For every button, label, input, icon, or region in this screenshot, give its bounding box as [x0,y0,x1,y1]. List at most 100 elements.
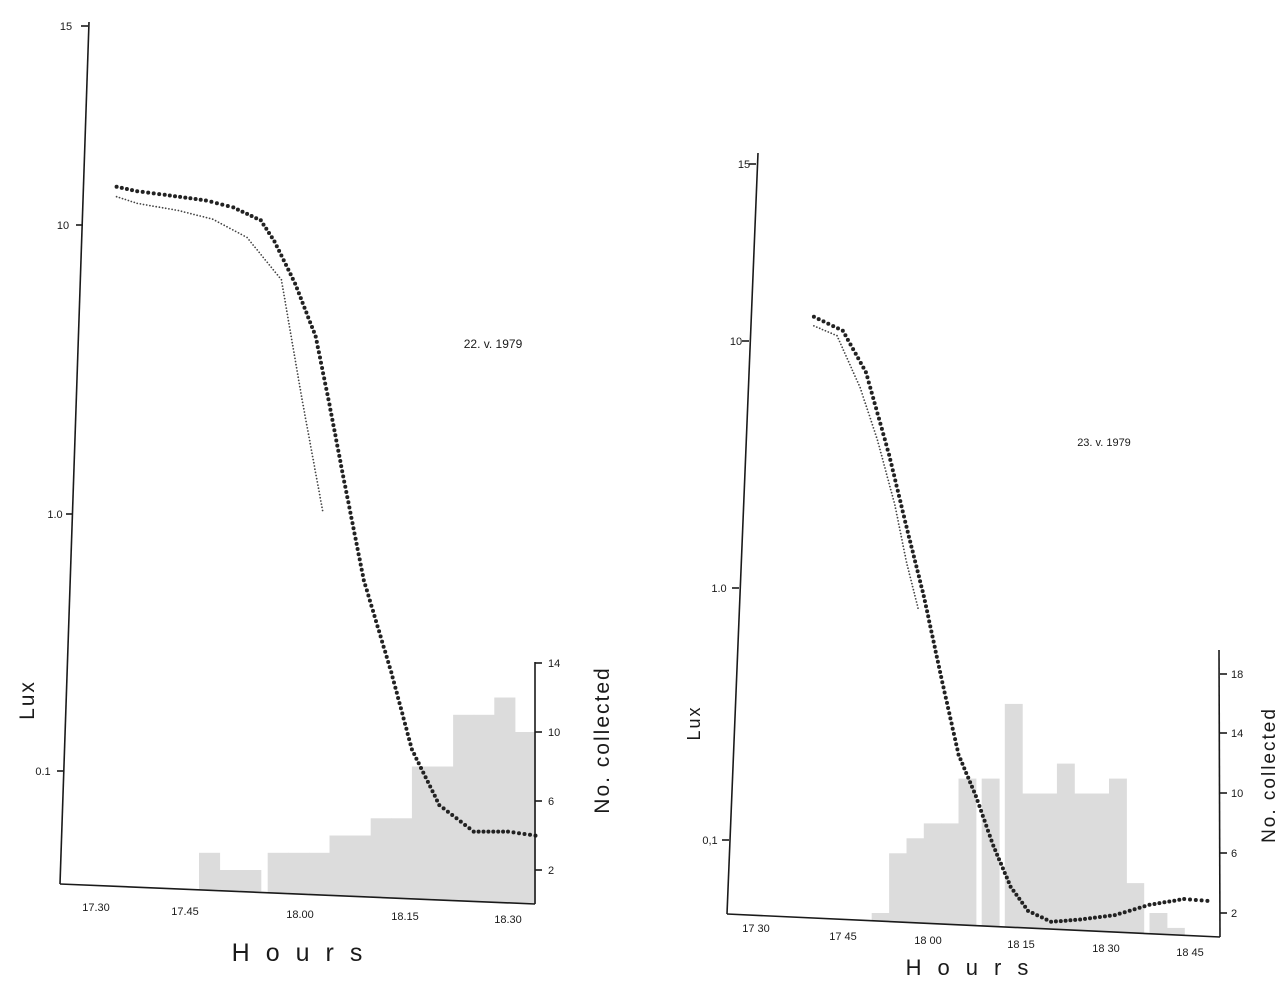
series-dot [901,542,904,544]
series-dot [831,324,836,329]
series-dot [342,479,347,484]
series-dot [450,813,455,817]
series-dot [372,614,377,618]
series-dot [168,208,170,210]
series-dot [873,430,876,432]
series-dot [932,644,937,649]
series-dot [124,198,127,201]
series-dot [284,304,287,306]
series-dot [304,310,309,315]
series-dot [878,445,881,448]
series-dot [882,461,885,463]
series-dot [254,216,259,221]
series-dot [895,510,898,513]
series-dot [317,487,320,490]
series-dot [901,539,903,541]
series-dot [412,752,417,756]
series-dot [972,789,976,794]
series-dot [899,529,901,532]
series-dot [371,608,375,613]
series-dot [960,761,965,766]
series-dot [208,217,211,220]
series-dot [318,493,321,496]
series-dot [1035,913,1040,918]
series-dot [280,278,283,281]
x-tick-label: 18.30 [494,914,522,926]
series-dot [220,202,225,207]
series-dot [977,804,982,808]
series-dot [352,531,357,536]
series-dot [1049,919,1054,924]
series-dot [270,266,273,269]
series-dot [845,355,847,357]
histogram-bars-left [199,697,536,904]
series-dot [441,806,446,811]
series-dot [852,372,855,375]
series-dot [874,433,877,435]
series-dot [872,427,875,429]
series-dot [193,213,195,216]
histogram-bar [981,778,1000,927]
series-dot [918,579,923,584]
series-dot [308,439,311,442]
series-dot [895,513,898,516]
series-dot [913,591,916,594]
series-dot [307,430,309,432]
series-dot [367,598,372,603]
series-dot [267,231,271,235]
series-dot [394,690,399,695]
right-x-axis-title: Hours [906,955,1045,980]
series-dot [269,235,274,240]
series-dot [400,711,405,716]
series-dot [1017,896,1022,901]
series-dot [1020,900,1025,905]
x-tick-label: 17.30 [82,902,110,914]
series-dot [975,799,980,803]
series-dot [871,396,876,400]
series-dot [894,504,896,506]
series-dot [948,716,953,721]
series-dot [887,479,890,482]
series-dot [115,195,118,198]
histogram-bar [494,697,516,903]
series-dot [821,328,824,331]
series-dot [1044,917,1049,922]
series-dot [361,578,366,583]
histogram-bar [199,852,221,890]
series-dot [909,544,914,549]
series-dot [356,552,361,557]
histogram-bar [941,823,960,925]
series-dot [902,514,906,519]
histogram-bar [889,853,907,923]
series-dot [306,427,309,429]
series-dot [435,798,439,803]
series-dot [1002,871,1007,875]
series-dot [1088,916,1092,921]
series-dot [274,271,277,274]
histogram-bar [1039,793,1058,930]
series-dot [955,747,960,752]
series-dot [904,558,907,560]
series-dot [354,541,359,546]
series-dot [145,204,148,206]
series-dot [987,833,992,838]
series-dot [202,215,205,218]
series-dot [290,335,293,338]
series-dot [891,494,894,497]
y2-tick-label: 2 [548,865,554,877]
series-dot [425,779,430,784]
series-dot [917,607,919,609]
series-dot [283,294,285,297]
x-tick-label: 18 45 [1176,947,1204,959]
series-dot [1205,898,1210,903]
right-x-ticks: 17 30 17 45 18 00 18 15 18 30 18 45 [742,923,1204,959]
series-dot [900,509,905,514]
series-dot [250,241,253,244]
series-dot [223,224,226,227]
series-dot [999,861,1003,866]
series-dot [332,428,337,433]
series-dot [341,474,346,479]
y2-tick-label: 10 [548,727,560,739]
series-dot [214,219,217,222]
series-dot [284,300,287,303]
